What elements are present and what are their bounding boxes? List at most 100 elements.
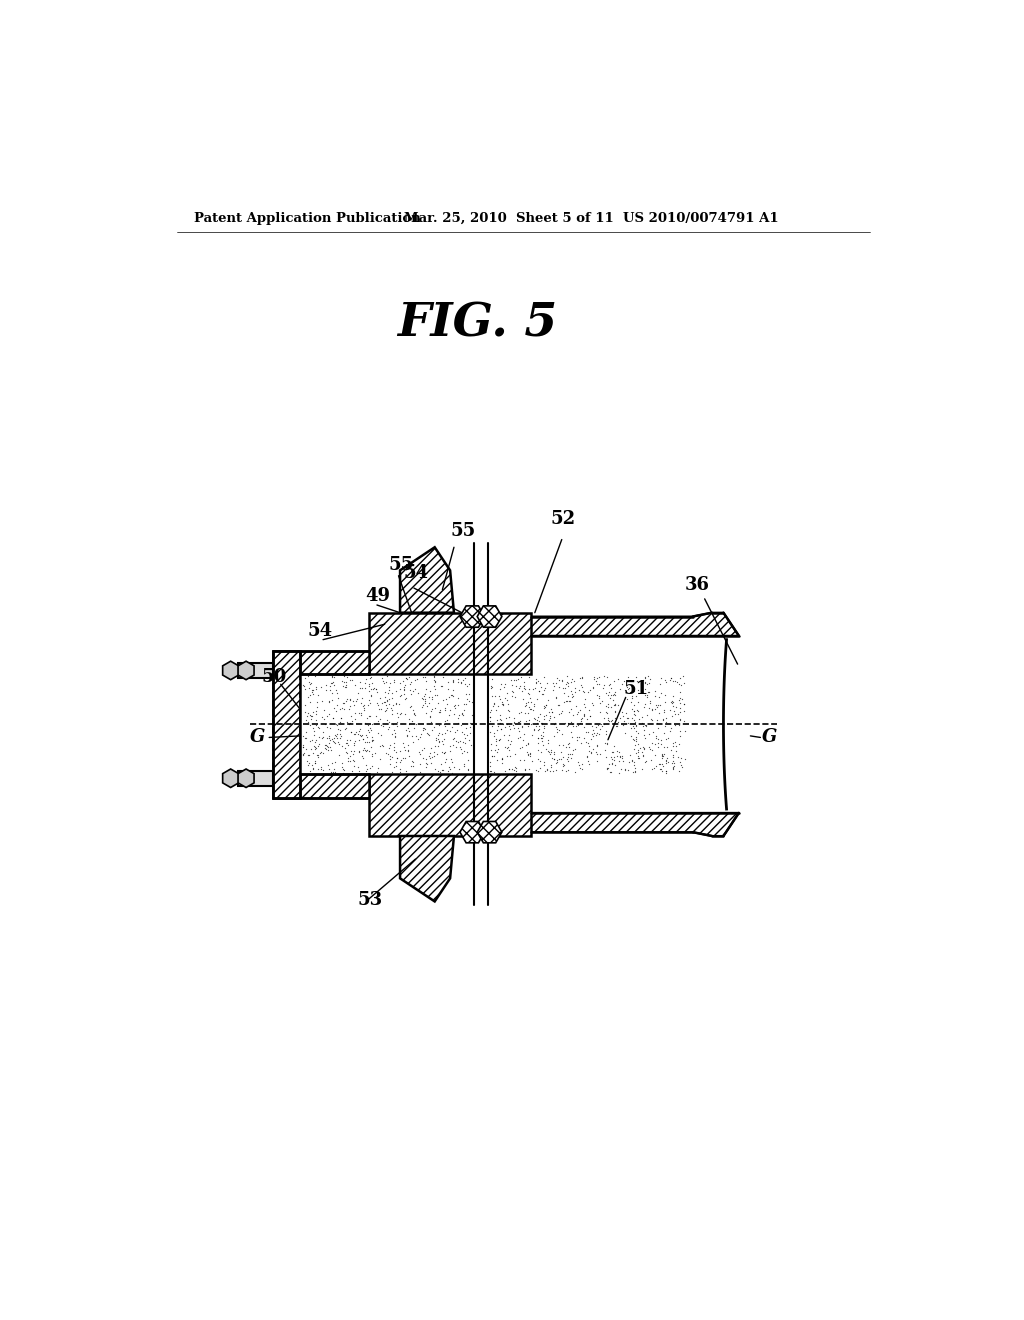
Point [507,686,523,708]
Point [417,718,433,739]
Point [554,669,570,690]
Point [427,671,443,692]
Point [440,672,457,693]
Point [302,760,318,781]
Point [485,726,502,747]
Point [444,685,461,706]
Point [382,748,398,770]
Point [519,702,536,723]
Point [635,669,651,690]
Point [454,672,470,693]
Point [312,676,329,697]
Point [298,706,314,727]
Point [387,726,403,747]
Point [321,739,337,760]
Point [644,700,660,721]
Point [362,684,379,705]
Point [421,725,437,746]
Point [627,735,643,756]
Text: 55: 55 [451,521,475,540]
Point [546,742,562,763]
Point [490,696,507,717]
Point [671,689,687,710]
Point [360,705,377,726]
Point [577,681,593,702]
Point [384,688,400,709]
Point [337,738,353,759]
Point [402,755,419,776]
Point [655,743,672,764]
Point [495,752,511,774]
Point [306,752,323,774]
Point [352,702,369,723]
Point [546,743,562,764]
Point [517,710,534,731]
Point [530,748,547,770]
Point [454,702,470,723]
Point [614,714,631,735]
Point [436,742,453,763]
Point [483,677,500,698]
Point [345,690,361,711]
Point [630,739,646,760]
Point [440,760,457,781]
Point [655,710,672,731]
Point [606,684,623,705]
Point [618,689,635,710]
Point [317,735,334,756]
Point [433,675,450,696]
Point [530,739,547,760]
Point [613,748,630,770]
Point [486,739,503,760]
Point [562,711,579,733]
Point [536,715,552,737]
Point [393,750,410,771]
Point [515,729,531,750]
Point [638,715,654,737]
Point [560,750,577,771]
Point [399,717,416,738]
Point [553,748,569,770]
Point [642,739,658,760]
Point [652,759,669,780]
Point [333,708,349,729]
Point [357,741,374,762]
Point [314,722,331,743]
Point [653,734,670,755]
Point [634,742,650,763]
Point [354,729,371,750]
Point [388,715,404,737]
Point [351,725,368,746]
Point [572,733,589,754]
Point [560,734,577,755]
Point [554,723,570,744]
Point [640,681,656,702]
Point [624,708,640,729]
Point [636,738,652,759]
Point [339,711,355,733]
Point [553,700,569,721]
Point [627,705,643,726]
Point [588,671,604,692]
Point [520,710,537,731]
Point [430,725,446,746]
Point [564,684,581,705]
Point [436,751,453,772]
Point [558,760,574,781]
Point [486,692,503,713]
Point [296,742,312,763]
Point [676,672,692,693]
Point [301,672,317,693]
Point [461,690,477,711]
Point [460,748,476,770]
Point [525,708,542,729]
Point [626,694,642,715]
Point [637,672,653,693]
Point [628,721,644,742]
Point [445,734,462,755]
Point [514,717,530,738]
Point [531,672,548,693]
Point [424,719,440,741]
Point [334,756,350,777]
Point [423,701,439,722]
